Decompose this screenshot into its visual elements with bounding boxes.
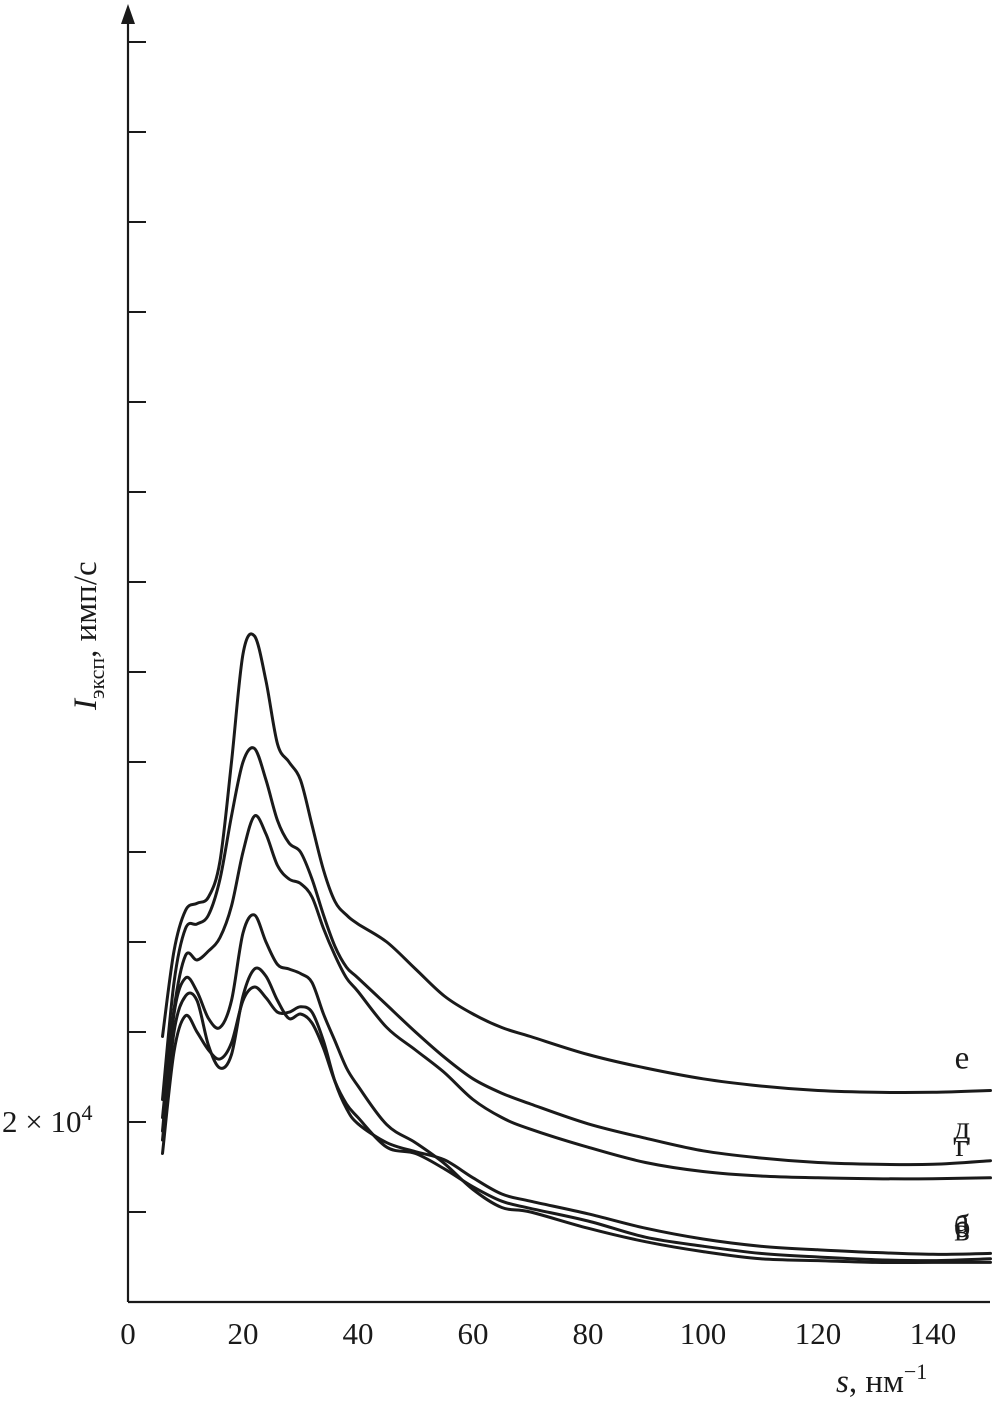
- series-label-а: а: [955, 1203, 970, 1239]
- y-axis-arrow: [121, 4, 135, 24]
- x-axis-label-var: s: [836, 1364, 849, 1400]
- x-tick-label: 40: [343, 1316, 374, 1351]
- series-line-е: [161, 632, 992, 1095]
- series-line-г: [161, 814, 992, 1181]
- curve-labels: абв где: [954, 1041, 971, 1249]
- series-line-в: [161, 913, 992, 1265]
- x-axis-label-unit: , нм: [849, 1364, 904, 1400]
- axes: [121, 4, 990, 1304]
- y-ref-label: 2 × 104: [2, 1100, 92, 1139]
- curves: [161, 632, 992, 1265]
- x-ticks: 0 20 40 60 80 100 120 140: [120, 1316, 956, 1351]
- series-label-г: г: [955, 1128, 969, 1164]
- x-tick-label: 100: [680, 1316, 727, 1351]
- x-tick-label: 140: [910, 1316, 957, 1351]
- x-tick-label: 80: [573, 1316, 604, 1351]
- series-label-б: б: [954, 1209, 971, 1245]
- y-ref-label-base: 2 × 10: [2, 1104, 81, 1139]
- series-label-е: е: [955, 1041, 970, 1077]
- x-axis-label-exp: −1: [904, 1359, 927, 1384]
- y-axis-label-sub: эксп: [84, 658, 109, 699]
- y-axis-label-unit: , имп/с: [68, 561, 104, 658]
- y-ticks: [128, 41, 146, 1213]
- series-label-в: в: [954, 1212, 970, 1248]
- series-line-д: [161, 746, 992, 1167]
- x-axis-label: s, нм−1: [836, 1359, 927, 1400]
- y-axis-label-var: I: [68, 697, 104, 711]
- series-label-д: д: [954, 1111, 971, 1147]
- y-axis-label-group: Iэксп, имп/с: [68, 561, 109, 711]
- y-ref-label-exp: 4: [81, 1100, 92, 1125]
- y-axis-label: Iэксп, имп/с: [68, 561, 109, 711]
- x-tick-label: 0: [120, 1316, 136, 1351]
- x-tick-label: 60: [458, 1316, 489, 1351]
- x-tick-label: 120: [795, 1316, 842, 1351]
- series-line-б: [161, 966, 992, 1263]
- x-tick-label: 20: [228, 1316, 259, 1351]
